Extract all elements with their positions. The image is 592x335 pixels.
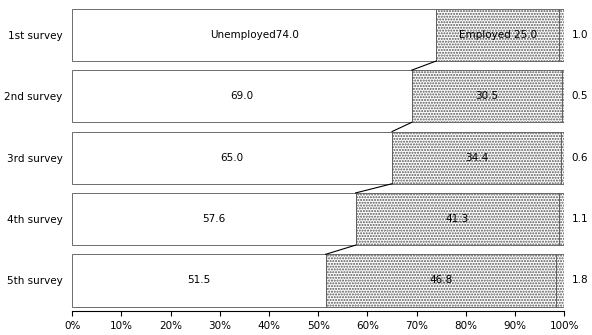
Text: 57.6: 57.6 (202, 214, 226, 224)
Bar (72, 193, 356, 245)
Bar (412, 70, 562, 122)
Text: 1.1: 1.1 (572, 214, 588, 224)
Bar (392, 132, 561, 184)
Bar (559, 9, 564, 61)
Text: 41.3: 41.3 (446, 214, 469, 224)
Text: 65.0: 65.0 (221, 153, 244, 162)
Text: 69.0: 69.0 (230, 91, 253, 101)
Text: 30.5: 30.5 (475, 91, 498, 101)
Bar (326, 254, 556, 307)
Text: 1.8: 1.8 (572, 275, 588, 285)
Bar (72, 132, 392, 184)
Bar (559, 193, 564, 245)
Text: Unemployed74.0: Unemployed74.0 (210, 30, 299, 40)
Bar (561, 132, 564, 184)
Text: Employed 25.0: Employed 25.0 (459, 30, 537, 40)
Text: 0.6: 0.6 (572, 153, 588, 162)
Text: 46.8: 46.8 (429, 275, 452, 285)
Bar (72, 9, 436, 61)
Bar (72, 70, 412, 122)
Bar (72, 254, 326, 307)
Bar (556, 254, 565, 307)
Text: Unknown 1.0: Unknown 1.0 (0, 334, 1, 335)
Text: 34.4: 34.4 (465, 153, 488, 162)
Text: 51.5: 51.5 (187, 275, 211, 285)
Bar (436, 9, 559, 61)
Text: 0.5: 0.5 (572, 91, 588, 101)
Bar (356, 193, 559, 245)
Text: 1.0: 1.0 (572, 30, 588, 40)
Bar (562, 70, 564, 122)
